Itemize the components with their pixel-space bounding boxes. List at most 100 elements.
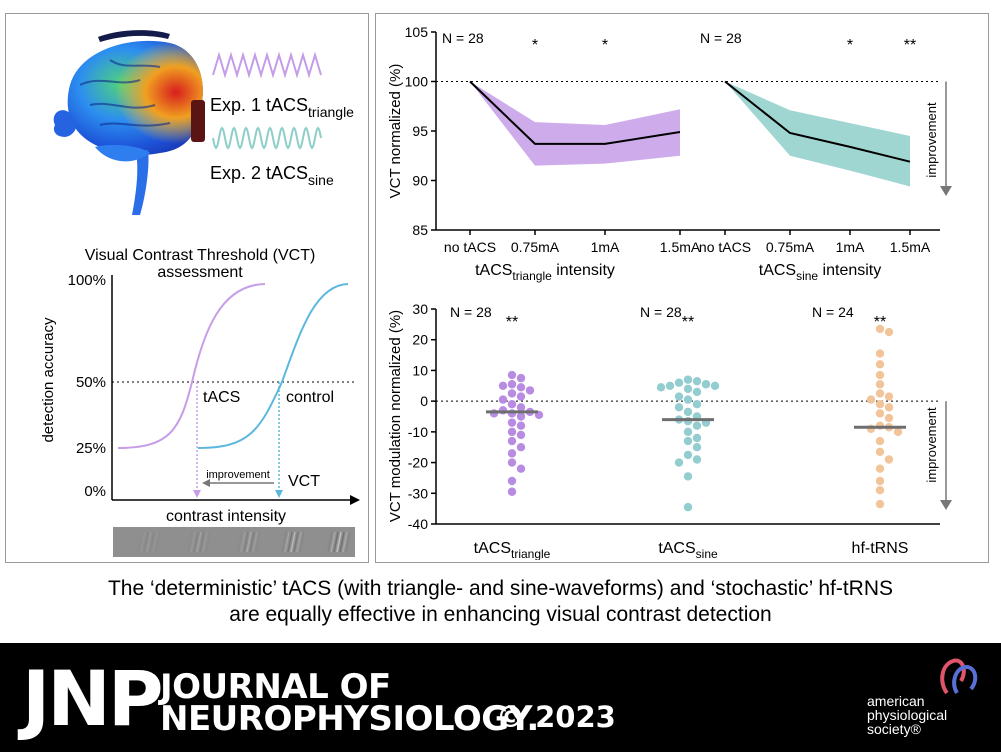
- improvement-arrowhead: [202, 479, 210, 487]
- data-point: [875, 447, 885, 457]
- data-point: [884, 413, 894, 423]
- tacs-curve-label: tACS: [203, 389, 240, 406]
- data-point: [665, 381, 675, 390]
- data-point: [875, 400, 885, 409]
- data-point: [692, 376, 702, 386]
- exp2-label: Exp. 2 tACSsine: [210, 163, 334, 188]
- data-point: [875, 499, 885, 509]
- x-axis-arrowhead: [350, 495, 360, 505]
- data-point: [875, 380, 885, 389]
- gabor-stripe: [284, 531, 290, 553]
- data-point: [507, 418, 517, 427]
- exp1-label: Exp. 1 tACStriangle: [210, 95, 354, 120]
- data-point: [674, 403, 684, 412]
- gabor-stripe: [143, 531, 149, 553]
- data-point: [692, 421, 702, 430]
- gabor-stripe: [187, 531, 193, 553]
- significance-marker: *: [532, 37, 538, 54]
- publisher-line-1: american: [867, 693, 925, 709]
- data-point: [507, 449, 517, 458]
- gabor-stripe: [336, 531, 342, 553]
- data-point: [525, 386, 535, 395]
- data-point: [692, 433, 702, 443]
- caption-line-1: The ‘deterministic’ tACS (with triangle-…: [107, 577, 894, 600]
- y-tick-label: 105: [405, 24, 429, 40]
- data-point: [683, 384, 693, 394]
- gabor-stripe: [287, 531, 293, 553]
- sine-wave-path: [212, 126, 322, 150]
- gabor-stripe: [246, 531, 252, 553]
- data-point: [516, 373, 526, 383]
- significance-marker: **: [874, 314, 886, 331]
- group-label: hf-tRNS: [852, 540, 909, 557]
- ci-band: [470, 81, 680, 166]
- vct-line-charts: 85 90 95 100 105 VCT normalized (%) no tACS 0.7…: [387, 24, 952, 283]
- data-point: [683, 375, 693, 384]
- gabor-stripe: [249, 531, 255, 553]
- data-point: [674, 392, 684, 401]
- data-point: [674, 378, 684, 387]
- journal-footer: JNP JOURNAL OF NEUROPHYSIOLOGY. © 2023 a…: [0, 643, 1001, 752]
- y-tick-label: 90: [412, 173, 428, 189]
- n-label: N = 28: [442, 30, 484, 46]
- gabor-stripe: [205, 531, 211, 553]
- y-tick-label: 20: [412, 332, 428, 348]
- journal-title-line-1: JOURNAL OF: [160, 667, 391, 707]
- data-point: [866, 395, 876, 404]
- control-threshold-arrowhead: [275, 490, 283, 498]
- data-point: [507, 380, 517, 389]
- sine-wave-icon: [212, 126, 322, 150]
- data-point: [875, 370, 885, 380]
- gabor-stripe: [327, 531, 333, 553]
- significance-marker: **: [904, 37, 916, 54]
- gabor-stripe: [330, 531, 336, 553]
- gabor-stripe: [281, 531, 287, 553]
- data-point: [498, 381, 508, 390]
- x-tick-label: no tACS: [699, 239, 751, 255]
- gabor-stripe: [146, 531, 152, 553]
- data-point: [683, 436, 693, 446]
- data-point: [875, 360, 885, 369]
- gabor-stripe: [290, 531, 296, 553]
- y-tick-label: -40: [408, 516, 428, 532]
- vct-assessment-panel: Visual Contrast Threshold (VCT) assessme…: [40, 247, 360, 525]
- data-point: [507, 476, 517, 486]
- gabor-stripe: [299, 531, 305, 553]
- gabor-stripe: [345, 531, 351, 553]
- gabor-stripe: [140, 531, 146, 553]
- y-tick-label: 100: [405, 74, 429, 90]
- gabor-stripe: [240, 531, 246, 553]
- gabor-stripe: [252, 531, 258, 553]
- n-label: N = 24: [812, 304, 854, 320]
- data-point: [507, 487, 517, 496]
- gabor-stripe: [243, 531, 249, 553]
- tacs-psychometric-curve: [117, 283, 266, 449]
- gabor-stripe: [152, 531, 158, 553]
- significance-marker: **: [506, 314, 518, 331]
- data-point: [683, 395, 693, 404]
- data-point: [692, 387, 702, 397]
- y-tick-label: 10: [412, 362, 428, 378]
- significance-marker: **: [682, 314, 694, 331]
- caption-line-2: are equally effective in enhancing visua…: [229, 603, 772, 626]
- ci-band: [725, 81, 910, 187]
- y-tick-label: 0: [420, 393, 428, 409]
- gabor-stripe: [190, 531, 196, 553]
- ytick-100: 100%: [68, 272, 106, 289]
- y-tick-label: -20: [408, 455, 428, 471]
- data-point: [516, 421, 526, 430]
- control-psychometric-curve: [197, 283, 349, 449]
- data-point: [875, 464, 885, 473]
- data-point: [507, 458, 517, 467]
- significance-marker: *: [847, 37, 853, 54]
- left-panel-border: [5, 13, 369, 563]
- data-point: [692, 455, 702, 464]
- x-tick-label: 1.5mA: [660, 239, 701, 255]
- triangle-wave-icon: [212, 51, 322, 79]
- x-tick-label: no tACS: [444, 239, 496, 255]
- data-point: [516, 430, 526, 440]
- data-point: [516, 443, 526, 452]
- mean-line: [469, 80, 681, 145]
- electrode-icon: [98, 30, 205, 142]
- y-tick-label: 30: [412, 301, 428, 317]
